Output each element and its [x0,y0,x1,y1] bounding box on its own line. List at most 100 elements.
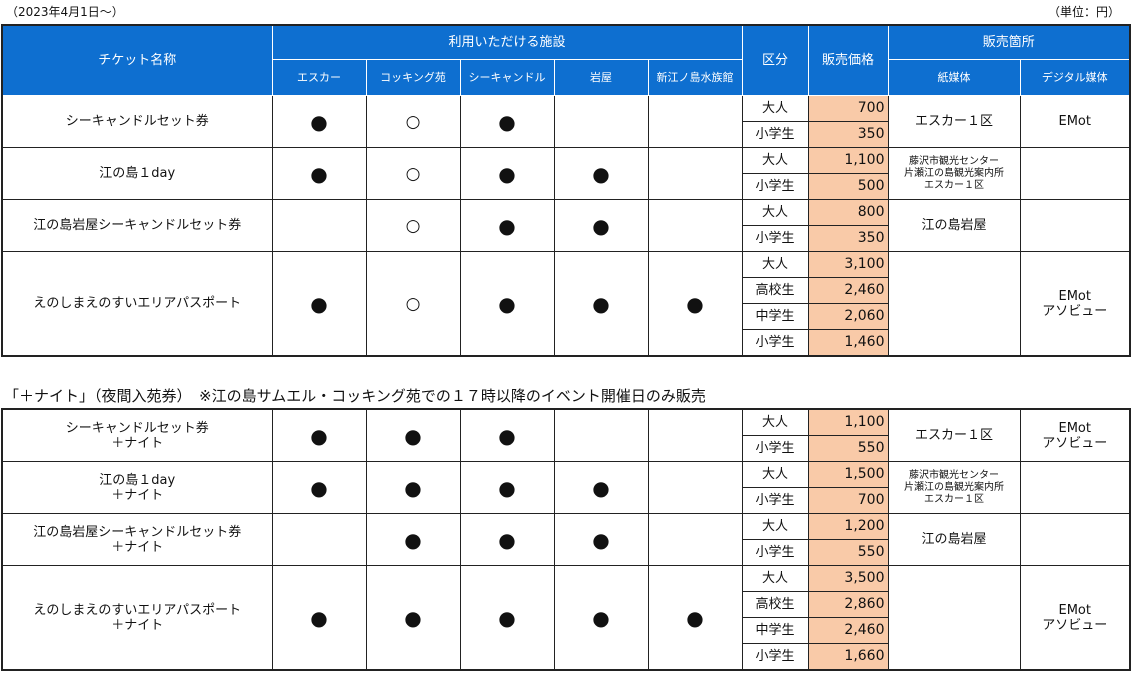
ticket-name-line: シーキャンドルセット券 [65,420,209,436]
paper-sales-line: 藤沢市観光センター [909,155,999,167]
table2-body: シーキャンドルセット券 ＋ナイト ● ● ● 大人 1,100 エスカー１区 EMot アソビュー… [1,408,1131,671]
price-cell: 3,500 [807,565,889,592]
ticket-name-cell: えのしまえのすいエリアパスポート ＋ナイト [1,565,273,671]
price-cell: 2,460 [807,277,889,304]
header-digital: デジタル媒体 [1019,59,1131,96]
ticket-name-cell: シーキャンドルセット券 [1,95,273,148]
ticket-price-table: チケット名称 利用いただける施設 区分 販売価格 販売箇所 エスカー コッキング… [1,24,1131,357]
digital-sales-line: EMot [1058,114,1091,129]
facility-sea-candle-mark: ● [459,565,555,671]
paper-sales-line: エスカー１区 [914,114,993,129]
paper-sales-cell: 藤沢市観光センター 片瀬江の島観光案内所 エスカー１区 [887,147,1021,200]
header-facility-cocking-garden: コッキング苑 [365,59,461,96]
ticket-name-cell: 江の島１day ＋ナイト [1,461,273,514]
paper-sales-cell: エスカー１区 [887,95,1021,148]
ticket-name-line: 江の島岩屋シーキャンドルセット券 [33,218,242,233]
facility-cocking-garden-mark: ● [365,565,461,671]
paper-sales-cell: 藤沢市観光センター 片瀬江の島観光案内所 エスカー１区 [887,461,1021,514]
ticket-name-line: シーキャンドルセット券 [65,114,209,129]
price-cell: 350 [807,225,889,252]
ticket-name-line: えのしまえのすいエリアパスポート [33,602,242,618]
category-cell: 大人 [741,461,809,488]
facility-sea-candle-mark: ● [459,147,555,200]
facility-cocking-garden-mark: ○ [365,199,461,252]
category-cell: 高校生 [741,277,809,304]
facility-escar-mark [271,199,367,252]
ticket-name-line: 江の島１day [99,166,176,181]
facility-iwaya-mark [553,408,649,462]
table-row: シーキャンドルセット券 ● ○ ● 大人 700 エスカー１区 EMot [1,95,1131,148]
table-row: 小学生 700 [2,487,1130,514]
table-row: えのしまえのすいエリアパスポート ● ○ ● ● ● 大人 3,100 EMot アソビュー [1,251,1131,357]
ticket-name-line: ＋ナイト [111,435,164,451]
facility-escar-mark: ● [271,95,367,148]
category-cell: 大人 [741,408,809,436]
digital-sales-cell: EMot アソビュー [1019,565,1131,671]
digital-sales-line: EMot [1058,602,1091,618]
digital-sales-line: アソビュー [1042,303,1108,319]
table-row: 小学生 350 [2,225,1130,252]
ticket-name-line: ＋ナイト [111,487,164,503]
ticket-name-cell: えのしまえのすいエリアパスポート [1,251,273,357]
price-cell: 550 [807,435,889,462]
price-cell: 550 [807,539,889,566]
header-facility-escar: エスカー [271,59,367,96]
facility-escar-mark [271,513,367,566]
facility-aquarium-mark: ● [647,251,743,357]
category-cell: 小学生 [741,435,809,462]
price-cell: 700 [807,95,889,122]
table-row: えのしまえのすいエリアパスポート ＋ナイト ● ● ● ● ● 大人 3,500 EMot アソビュ… [1,565,1131,671]
price-cell: 1,200 [807,513,889,540]
facility-aquarium-mark: ● [647,565,743,671]
paper-sales-cell: 江の島岩屋 [887,199,1021,252]
digital-sales-cell [1019,199,1131,252]
ticket-name-cell: 江の島岩屋シーキャンドルセット券 ＋ナイト [1,513,273,566]
ticket-name-line: 江の島岩屋シーキャンドルセット券 [33,524,242,540]
table-row: 江の島１day ＋ナイト ● ● ● ● 大人 1,500 藤沢市観光センター 片瀬江の島観光案内… [1,461,1131,514]
digital-sales-cell: EMot アソビュー [1019,408,1131,462]
facility-iwaya-mark [553,95,649,148]
category-cell: 小学生 [741,225,809,252]
digital-sales-line: EMot [1058,420,1091,436]
night-ticket-subtitle: 「＋ナイト」（夜間入苑券） ※江の島サムエル・コッキング苑での１７時以降のイベン… [4,387,706,405]
ticket-name-line: えのしまえのすいエリアパスポート [33,296,242,311]
category-cell: 中学生 [741,617,809,644]
facility-escar-mark: ● [271,147,367,200]
facility-escar-mark: ● [271,461,367,514]
facility-iwaya-mark: ● [553,565,649,671]
facility-iwaya-mark: ● [553,147,649,200]
category-cell: 大人 [741,199,809,226]
paper-sales-line: エスカー１区 [924,179,984,191]
facility-escar-mark: ● [271,408,367,462]
unit-note: （単位：円） [1047,5,1120,19]
digital-sales-cell [1019,513,1131,566]
price-cell: 1,100 [807,147,889,174]
paper-sales-cell [887,565,1021,671]
table-row: 江の島岩屋シーキャンドルセット券 ○ ● ● 大人 800 江の島岩屋 [1,199,1131,252]
table-row: 江の島１day ● ○ ● ● 大人 1,100 藤沢市観光センター 片瀬江の島観光案内所 エスカ… [1,147,1131,200]
digital-sales-cell [1019,147,1131,200]
table-row: 中学生 2,460 [2,617,1130,644]
digital-sales-cell: EMot アソビュー [1019,251,1131,357]
facility-sea-candle-mark: ● [459,461,555,514]
facility-iwaya-mark: ● [553,461,649,514]
table-row: 小学生 500 [2,173,1130,200]
paper-sales-cell [887,251,1021,357]
header-ticket-name: チケット名称 [1,24,273,96]
facility-escar-mark: ● [271,251,367,357]
category-cell: 大人 [741,565,809,592]
night-ticket-price-table: シーキャンドルセット券 ＋ナイト ● ● ● 大人 1,100 エスカー１区 EMot アソビュー… [1,408,1131,671]
paper-sales-cell: エスカー１区 [887,408,1021,462]
facility-iwaya-mark: ● [553,199,649,252]
paper-sales-line: 片瀬江の島観光案内所 [904,481,1004,493]
category-cell: 大人 [741,251,809,278]
paper-sales-line: 江の島岩屋 [921,218,987,233]
header-facility-aquarium: 新江ノ島水族館 [647,59,743,96]
facility-cocking-garden-mark: ● [365,408,461,462]
facility-cocking-garden-mark: ○ [365,95,461,148]
table1-body: シーキャンドルセット券 ● ○ ● 大人 700 エスカー１区 EMot 小学生 350 江の島１d… [1,95,1131,357]
header-category: 区分 [741,24,809,96]
price-cell: 350 [807,121,889,148]
digital-sales-cell [1019,461,1131,514]
facility-aquarium-mark [647,199,743,252]
